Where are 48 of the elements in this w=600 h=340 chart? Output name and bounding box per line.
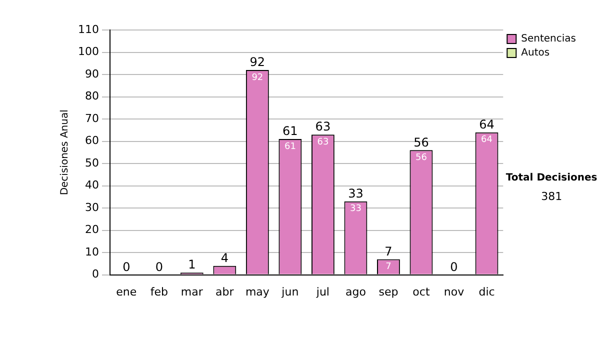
x-tick-label: may <box>245 285 270 298</box>
y-tick-label: 40 <box>84 178 99 192</box>
x-tick-label: jul <box>315 285 330 298</box>
x-tick-label: jun <box>280 285 299 298</box>
x-tick-label: abr <box>216 285 234 298</box>
y-tick-label: 110 <box>78 22 99 36</box>
x-tick-label: nov <box>444 285 465 298</box>
data-label: 33 <box>350 204 362 214</box>
total-label: 63 <box>315 120 331 134</box>
x-tick-label: ene <box>116 285 137 298</box>
data-label: 56 <box>416 153 428 164</box>
y-tick-label: 0 <box>92 268 99 281</box>
x-tick-label: oct <box>412 285 430 298</box>
text: Total Decisiones <box>506 172 598 184</box>
total-label: 0 <box>155 260 163 274</box>
total-label: 61 <box>282 124 298 138</box>
y-tick-label: 70 <box>84 112 99 125</box>
x-tick-label: sep <box>378 285 398 298</box>
legend-label: Autos <box>521 48 550 59</box>
data-label: 63 <box>317 137 329 148</box>
y-tick-label: 90 <box>84 67 99 80</box>
y-tick-label: 10 <box>84 245 99 258</box>
data-label: 7 <box>386 262 392 272</box>
y-tick-label: 30 <box>84 200 99 214</box>
x-tick-label: ago <box>345 285 366 298</box>
y-tick-label: 80 <box>84 90 99 103</box>
y-axis-title: Decisiones Anual <box>60 110 71 196</box>
x-tick-label: dic <box>478 285 495 298</box>
y-tick-label: 100 <box>78 45 99 58</box>
y-tick-label: 60 <box>84 134 99 148</box>
total-label: 92 <box>250 55 266 70</box>
data-label: 92 <box>252 72 264 83</box>
data-label: 61 <box>284 142 296 152</box>
total-label: 0 <box>122 260 130 274</box>
total-label: 56 <box>414 135 429 150</box>
x-tick-label: feb <box>150 285 168 298</box>
total-label: 4 <box>220 251 228 266</box>
total-label: 64 <box>479 117 494 132</box>
x-tick-label: mar <box>180 285 204 298</box>
total-label: 1 <box>188 258 196 272</box>
total-label: 7 <box>384 244 392 258</box>
y-tick-label: 50 <box>84 156 99 170</box>
total-label: 33 <box>348 186 364 200</box>
total-label: 0 <box>450 260 458 274</box>
text: 381 <box>541 190 562 203</box>
data-label: 64 <box>481 135 493 146</box>
legend-label: Sentencias <box>521 34 576 45</box>
y-tick-label: 20 <box>84 223 99 236</box>
